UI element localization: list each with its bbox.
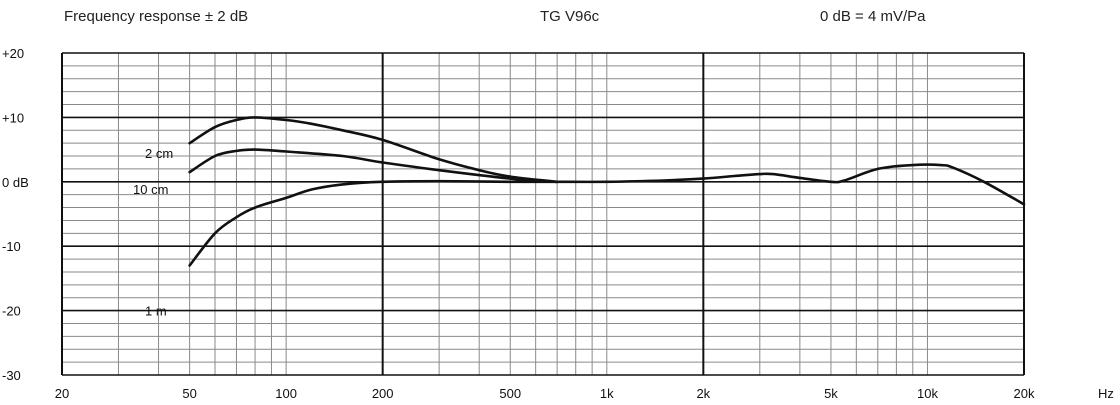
curve-label: 10 cm (133, 182, 168, 197)
x-tick-label: 20 (55, 386, 69, 401)
chart-note-tolerance: Frequency response ± 2 dB (64, 8, 249, 25)
x-tick-label: 2k (696, 386, 710, 401)
chart-curves (188, 116, 1026, 267)
chart-grid (61, 52, 1025, 376)
y-tick-label: -20 (2, 304, 21, 319)
x-tick-label: 1k (600, 386, 614, 401)
x-tick-label: 200 (372, 386, 394, 401)
y-tick-label: +20 (2, 46, 24, 61)
x-tick-label: 50 (182, 386, 196, 401)
x-unit-label: Hz (1098, 386, 1114, 401)
curve-label: 2 cm (145, 146, 173, 161)
curve-common-3 (555, 163, 1026, 206)
y-tick-label: -30 (2, 368, 21, 383)
x-tick-label: 100 (275, 386, 297, 401)
chart-reference-level: 0 dB = 4 mV/Pa (820, 8, 926, 25)
curve-label: 1 m (145, 304, 167, 319)
chart-labels: +20 +10 0 dB -10 -20 -30 20 50 100 200 500 1k 2k 5k 10… (2, 46, 1114, 401)
x-tick-label: 20k (1014, 386, 1035, 401)
chart-title: TG V96c (540, 8, 600, 25)
curve-2cm (188, 116, 559, 184)
curve-10cm (188, 148, 559, 184)
y-tick-label: 0 dB (2, 175, 29, 190)
x-tick-label: 500 (499, 386, 521, 401)
x-tick-label: 5k (824, 386, 838, 401)
y-tick-label: -10 (2, 239, 21, 254)
y-tick-label: +10 (2, 110, 24, 125)
x-tick-label: 10k (917, 386, 938, 401)
curve-1m (188, 179, 559, 267)
